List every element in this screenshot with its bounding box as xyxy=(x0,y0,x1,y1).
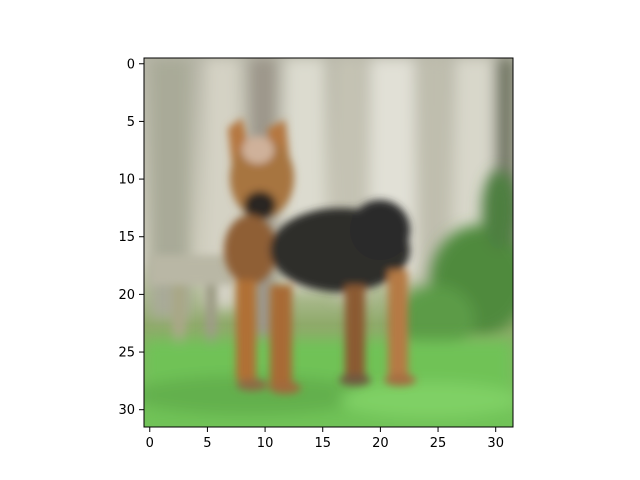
x-tick-label: 5 xyxy=(203,436,211,451)
grass xyxy=(144,340,513,427)
y-axis-ticks: 0 5 10 15 20 25 30 xyxy=(118,57,144,418)
dog xyxy=(224,118,416,394)
y-tick-label: 20 xyxy=(118,288,135,303)
image-area xyxy=(144,58,513,427)
x-tick-label: 30 xyxy=(487,436,504,451)
x-tick-label: 20 xyxy=(372,436,389,451)
x-tick-label: 10 xyxy=(257,436,274,451)
y-tick-label: 30 xyxy=(118,403,135,418)
x-tick-label: 0 xyxy=(146,436,154,451)
y-tick-label: 10 xyxy=(118,173,135,188)
x-tick-label: 15 xyxy=(314,436,331,451)
axes-frame xyxy=(143,57,514,428)
x-tick-label: 25 xyxy=(430,436,447,451)
y-tick-label: 25 xyxy=(118,346,135,361)
y-tick-label: 15 xyxy=(118,230,135,245)
y-tick-label: 0 xyxy=(127,57,135,72)
foliage xyxy=(395,170,513,355)
x-axis-ticks: 0 5 10 15 20 25 30 xyxy=(146,427,504,451)
y-tick-label: 5 xyxy=(127,115,135,130)
